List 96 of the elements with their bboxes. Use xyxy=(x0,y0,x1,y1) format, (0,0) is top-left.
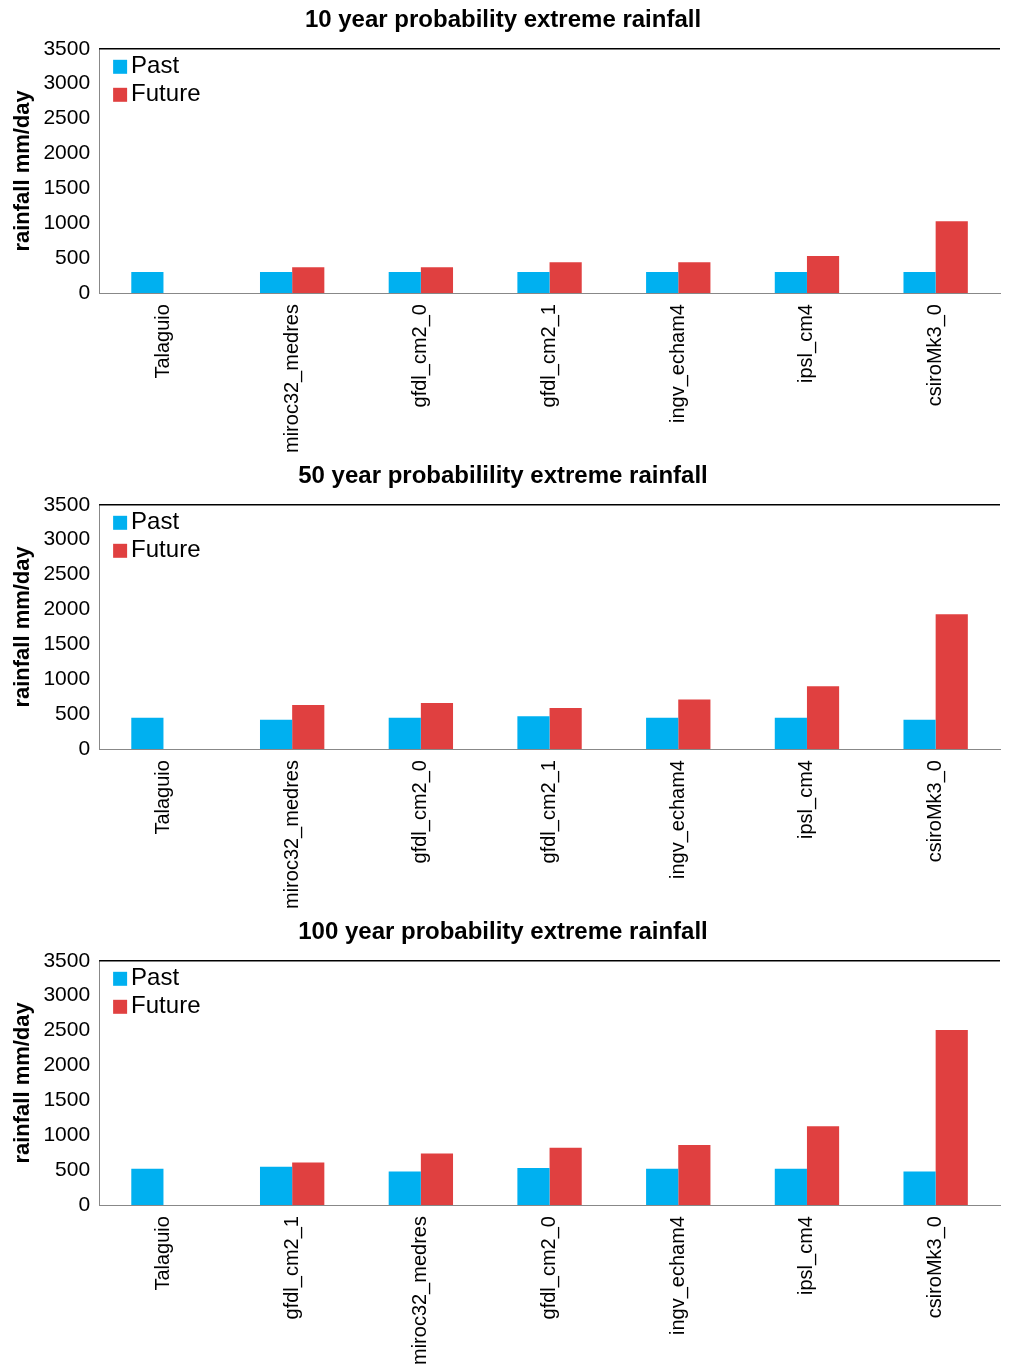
x-tick-label: gfdl_cm2_1 xyxy=(537,304,561,408)
bar xyxy=(517,272,550,294)
bar xyxy=(549,707,582,750)
bar xyxy=(292,267,325,294)
chart-title: 10 year probability extreme rainfall xyxy=(304,5,702,33)
x-tick-label: gfdl_cm2_0 xyxy=(408,304,432,408)
chart-title: 100 year probability extreme rainfall xyxy=(298,917,708,945)
bar xyxy=(806,256,840,294)
x-tick-label: ipsl_cm4 xyxy=(794,1216,818,1295)
y-tick-label: 3500 xyxy=(43,35,91,59)
y-tick-label: 3000 xyxy=(43,70,91,94)
bar xyxy=(903,272,936,294)
y-tick-label: 2500 xyxy=(43,1017,91,1041)
x-tick-label: csiroMk3_0 xyxy=(923,304,947,407)
bar xyxy=(806,1126,840,1206)
x-tick-label: ipsl_cm4 xyxy=(794,760,818,839)
bar xyxy=(774,272,807,294)
x-tick-label: csiroMk3_0 xyxy=(923,760,947,863)
y-tick-label: 500 xyxy=(55,1156,91,1180)
y-tick-label: 1000 xyxy=(43,1122,91,1146)
y-tick-label: 1500 xyxy=(43,631,91,655)
bar xyxy=(935,1029,968,1206)
y-tick-label: 2000 xyxy=(43,140,91,164)
y-tick-label: 2500 xyxy=(43,561,91,585)
bar xyxy=(259,719,293,750)
y-tick-label: 1500 xyxy=(43,1087,91,1111)
y-tick-label: 1000 xyxy=(43,666,91,690)
bar xyxy=(774,717,807,750)
bar xyxy=(646,1168,679,1206)
y-tick-label: 0 xyxy=(78,1191,91,1215)
bar xyxy=(678,699,711,750)
x-tick-label: ipsl_cm4 xyxy=(794,304,818,383)
bar xyxy=(420,703,454,750)
x-tick-label: gfdl_cm2_1 xyxy=(537,760,561,864)
bar xyxy=(935,614,968,750)
y-tick-label: 1500 xyxy=(43,175,91,199)
x-tick-label: ingv_echam4 xyxy=(665,760,689,880)
bar xyxy=(388,1171,421,1206)
bar xyxy=(517,1168,550,1206)
legend-label: Past xyxy=(131,51,180,79)
y-tick-label: 3500 xyxy=(43,491,91,515)
x-tick-label: csiroMk3_0 xyxy=(923,1216,947,1319)
bar xyxy=(292,1162,325,1206)
x-tick-label: miroc32_medres xyxy=(408,1216,432,1366)
y-tick-label: 500 xyxy=(55,700,91,724)
legend-label: Future xyxy=(131,79,201,107)
x-tick-label: ingv_echam4 xyxy=(665,1216,689,1336)
y-tick-label: 0 xyxy=(78,735,91,759)
y-tick-label: 500 xyxy=(55,244,91,268)
legend-label: Past xyxy=(131,963,180,991)
x-tick-label: Talaguio xyxy=(150,760,173,835)
bar xyxy=(903,1171,936,1206)
bar xyxy=(935,221,968,294)
bar xyxy=(646,717,679,750)
y-tick-label: 3000 xyxy=(43,982,91,1006)
x-tick-label: Talaguio xyxy=(150,304,173,379)
y-tick-label: 3000 xyxy=(43,526,91,550)
bar xyxy=(259,1166,293,1206)
bar xyxy=(131,272,164,294)
x-tick-label: gfdl_cm2_1 xyxy=(279,1216,303,1320)
y-tick-label: 1000 xyxy=(43,210,91,234)
bar xyxy=(549,1147,582,1206)
legend-label: Future xyxy=(131,991,201,1019)
bar xyxy=(259,272,293,294)
bar xyxy=(549,262,582,294)
bar xyxy=(420,267,454,294)
legend-label: Past xyxy=(131,507,180,535)
x-tick-label: Talaguio xyxy=(150,1216,173,1291)
bar xyxy=(517,716,550,750)
bar xyxy=(388,272,421,294)
bar xyxy=(646,272,679,294)
y-tick-label: 3500 xyxy=(43,947,91,971)
y-tick-label: 2000 xyxy=(43,596,91,620)
bar xyxy=(388,717,421,750)
legend-label: Future xyxy=(131,535,201,563)
bar xyxy=(131,1168,164,1206)
bar xyxy=(678,262,711,294)
bar xyxy=(774,1168,807,1206)
bar xyxy=(131,717,164,750)
bar xyxy=(292,705,325,750)
x-tick-label: ingv_echam4 xyxy=(665,304,689,424)
y-axis-title: rainfall mm/day xyxy=(9,1001,35,1164)
x-tick-label: miroc32_medres xyxy=(279,304,303,454)
y-axis-title: rainfall mm/day xyxy=(9,89,35,252)
bar xyxy=(678,1145,711,1206)
x-tick-label: gfdl_cm2_0 xyxy=(537,1216,561,1320)
chart-title: 50 year probabilility extreme rainfall xyxy=(298,461,708,489)
y-tick-label: 2500 xyxy=(43,105,91,129)
y-tick-label: 0 xyxy=(78,279,91,303)
x-tick-label: miroc32_medres xyxy=(279,760,303,910)
bar xyxy=(420,1153,454,1206)
y-tick-label: 2000 xyxy=(43,1052,91,1076)
bar xyxy=(903,719,936,750)
y-axis-title: rainfall mm/day xyxy=(9,545,35,708)
bar xyxy=(806,686,840,750)
x-tick-label: gfdl_cm2_0 xyxy=(408,760,432,864)
